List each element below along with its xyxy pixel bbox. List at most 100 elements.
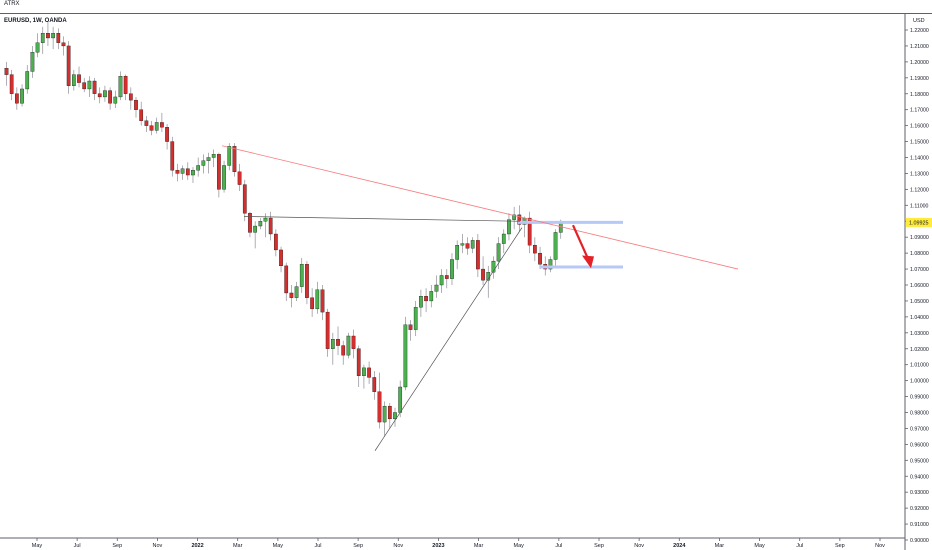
candle-bear [97, 93, 102, 98]
y-tick-label: 0.96000 [910, 442, 929, 448]
x-tick-label: Jul [796, 543, 803, 549]
y-tick-label: 1.22000 [910, 28, 929, 34]
y-tick-label: 1.00000 [910, 379, 929, 385]
candle-bull [439, 275, 444, 286]
candle-bear [274, 233, 278, 251]
candle-bull [330, 339, 335, 349]
current-price-label: 1.09925 [909, 220, 929, 226]
x-tick-label: Sep [835, 543, 845, 549]
candle-bear [15, 93, 19, 104]
candle-bull [460, 243, 465, 246]
y-tick-label: 0.93000 [910, 490, 929, 496]
candle-bear [305, 264, 309, 298]
candle-bull [434, 284, 439, 292]
candle-bull [30, 52, 35, 72]
candle-bull [20, 88, 24, 104]
candle-bull [113, 96, 118, 104]
y-tick-label: 1.14000 [910, 156, 929, 162]
y-tick-label: 0.95000 [910, 458, 929, 464]
candle-bull [154, 122, 159, 131]
bearish-arrow-head [582, 255, 594, 269]
x-tick-label: Nov [393, 543, 403, 549]
candle-bear [341, 345, 346, 356]
candle-bear [56, 33, 61, 43]
candle-bear [165, 127, 169, 142]
y-tick-label: 1.01000 [910, 363, 929, 369]
top-toolbar: ATRX [0, 0, 932, 14]
y-tick-label: 0.92000 [910, 506, 929, 512]
candle-bear [128, 93, 133, 101]
x-tick-label: 2024 [673, 543, 686, 549]
candle-bull [403, 324, 408, 388]
candle-bull [222, 165, 226, 190]
candle-bull [227, 146, 232, 166]
candle-bear [465, 243, 470, 249]
indicator-tab-label[interactable]: ATRX [4, 1, 20, 7]
currency-label: USD [913, 18, 925, 24]
candle-bear [66, 45, 71, 86]
candle-bull [393, 412, 397, 420]
candle-bear [476, 240, 480, 270]
x-tick-label: Nov [634, 543, 644, 549]
x-tick-label: Sep [594, 543, 604, 549]
candle-bull [201, 160, 206, 166]
candle-bear [325, 311, 330, 349]
candle-bear [367, 367, 371, 378]
candle-bull [40, 33, 45, 43]
y-tick-label: 1.09000 [910, 235, 929, 241]
y-tick-label: 1.11000 [910, 203, 928, 209]
candle-bear [149, 125, 154, 131]
candle-bull [253, 225, 257, 233]
y-tick-label: 0.99000 [910, 395, 929, 401]
x-tick-label: 2023 [432, 543, 444, 549]
y-tick-label: 1.06000 [910, 283, 929, 289]
candle-bear [424, 296, 428, 302]
candle-bull [294, 286, 299, 298]
candle-bear [185, 168, 190, 176]
candle-bear [4, 68, 9, 75]
candle-bull [103, 90, 107, 98]
candle-bear [9, 74, 14, 94]
x-tick-label: Nov [153, 543, 163, 549]
x-tick-label: Mar [715, 543, 725, 549]
candle-bull [180, 168, 185, 174]
current-price-tag [906, 217, 932, 227]
candle-bull [35, 42, 40, 53]
candle-bull [558, 222, 563, 233]
symbol-title: EURUSD, 1W, OANDA [4, 18, 67, 24]
y-tick-label: 1.20000 [910, 60, 929, 66]
candle-bull [25, 71, 30, 90]
neckline-line [243, 216, 521, 222]
x-tick-label: Sep [353, 543, 363, 549]
candle-bear [242, 184, 247, 214]
y-tick-label: 1.17000 [910, 108, 929, 114]
candle-bull [196, 165, 201, 171]
x-tick-label: May [32, 543, 43, 549]
candle-bull [299, 264, 304, 287]
y-tick-label: 1.07000 [910, 267, 929, 273]
candle-bear [444, 275, 449, 279]
candle-bull [118, 76, 123, 98]
candle-bear [46, 33, 50, 39]
candle-bear [248, 213, 252, 233]
candle-bull [206, 157, 211, 161]
y-tick-label: 1.02000 [910, 347, 929, 353]
candle-bear [237, 171, 242, 185]
x-tick-label: Nov [875, 543, 885, 549]
candle-bull [71, 74, 76, 86]
candle-bull [346, 335, 351, 356]
candle-bull [496, 243, 501, 262]
candle-bull [491, 260, 496, 273]
candle-bull [450, 259, 454, 279]
candle-bull [413, 307, 418, 330]
candle-bull [51, 33, 55, 39]
candle-bear [517, 214, 522, 225]
resistance-trendline [221, 145, 739, 270]
candle-bull [455, 245, 460, 260]
candle-bear [481, 268, 485, 281]
candle-bear [232, 146, 237, 172]
y-tick-label: 1.03000 [910, 331, 929, 337]
y-tick-label: 1.12000 [910, 187, 929, 193]
candle-bear [268, 217, 273, 235]
